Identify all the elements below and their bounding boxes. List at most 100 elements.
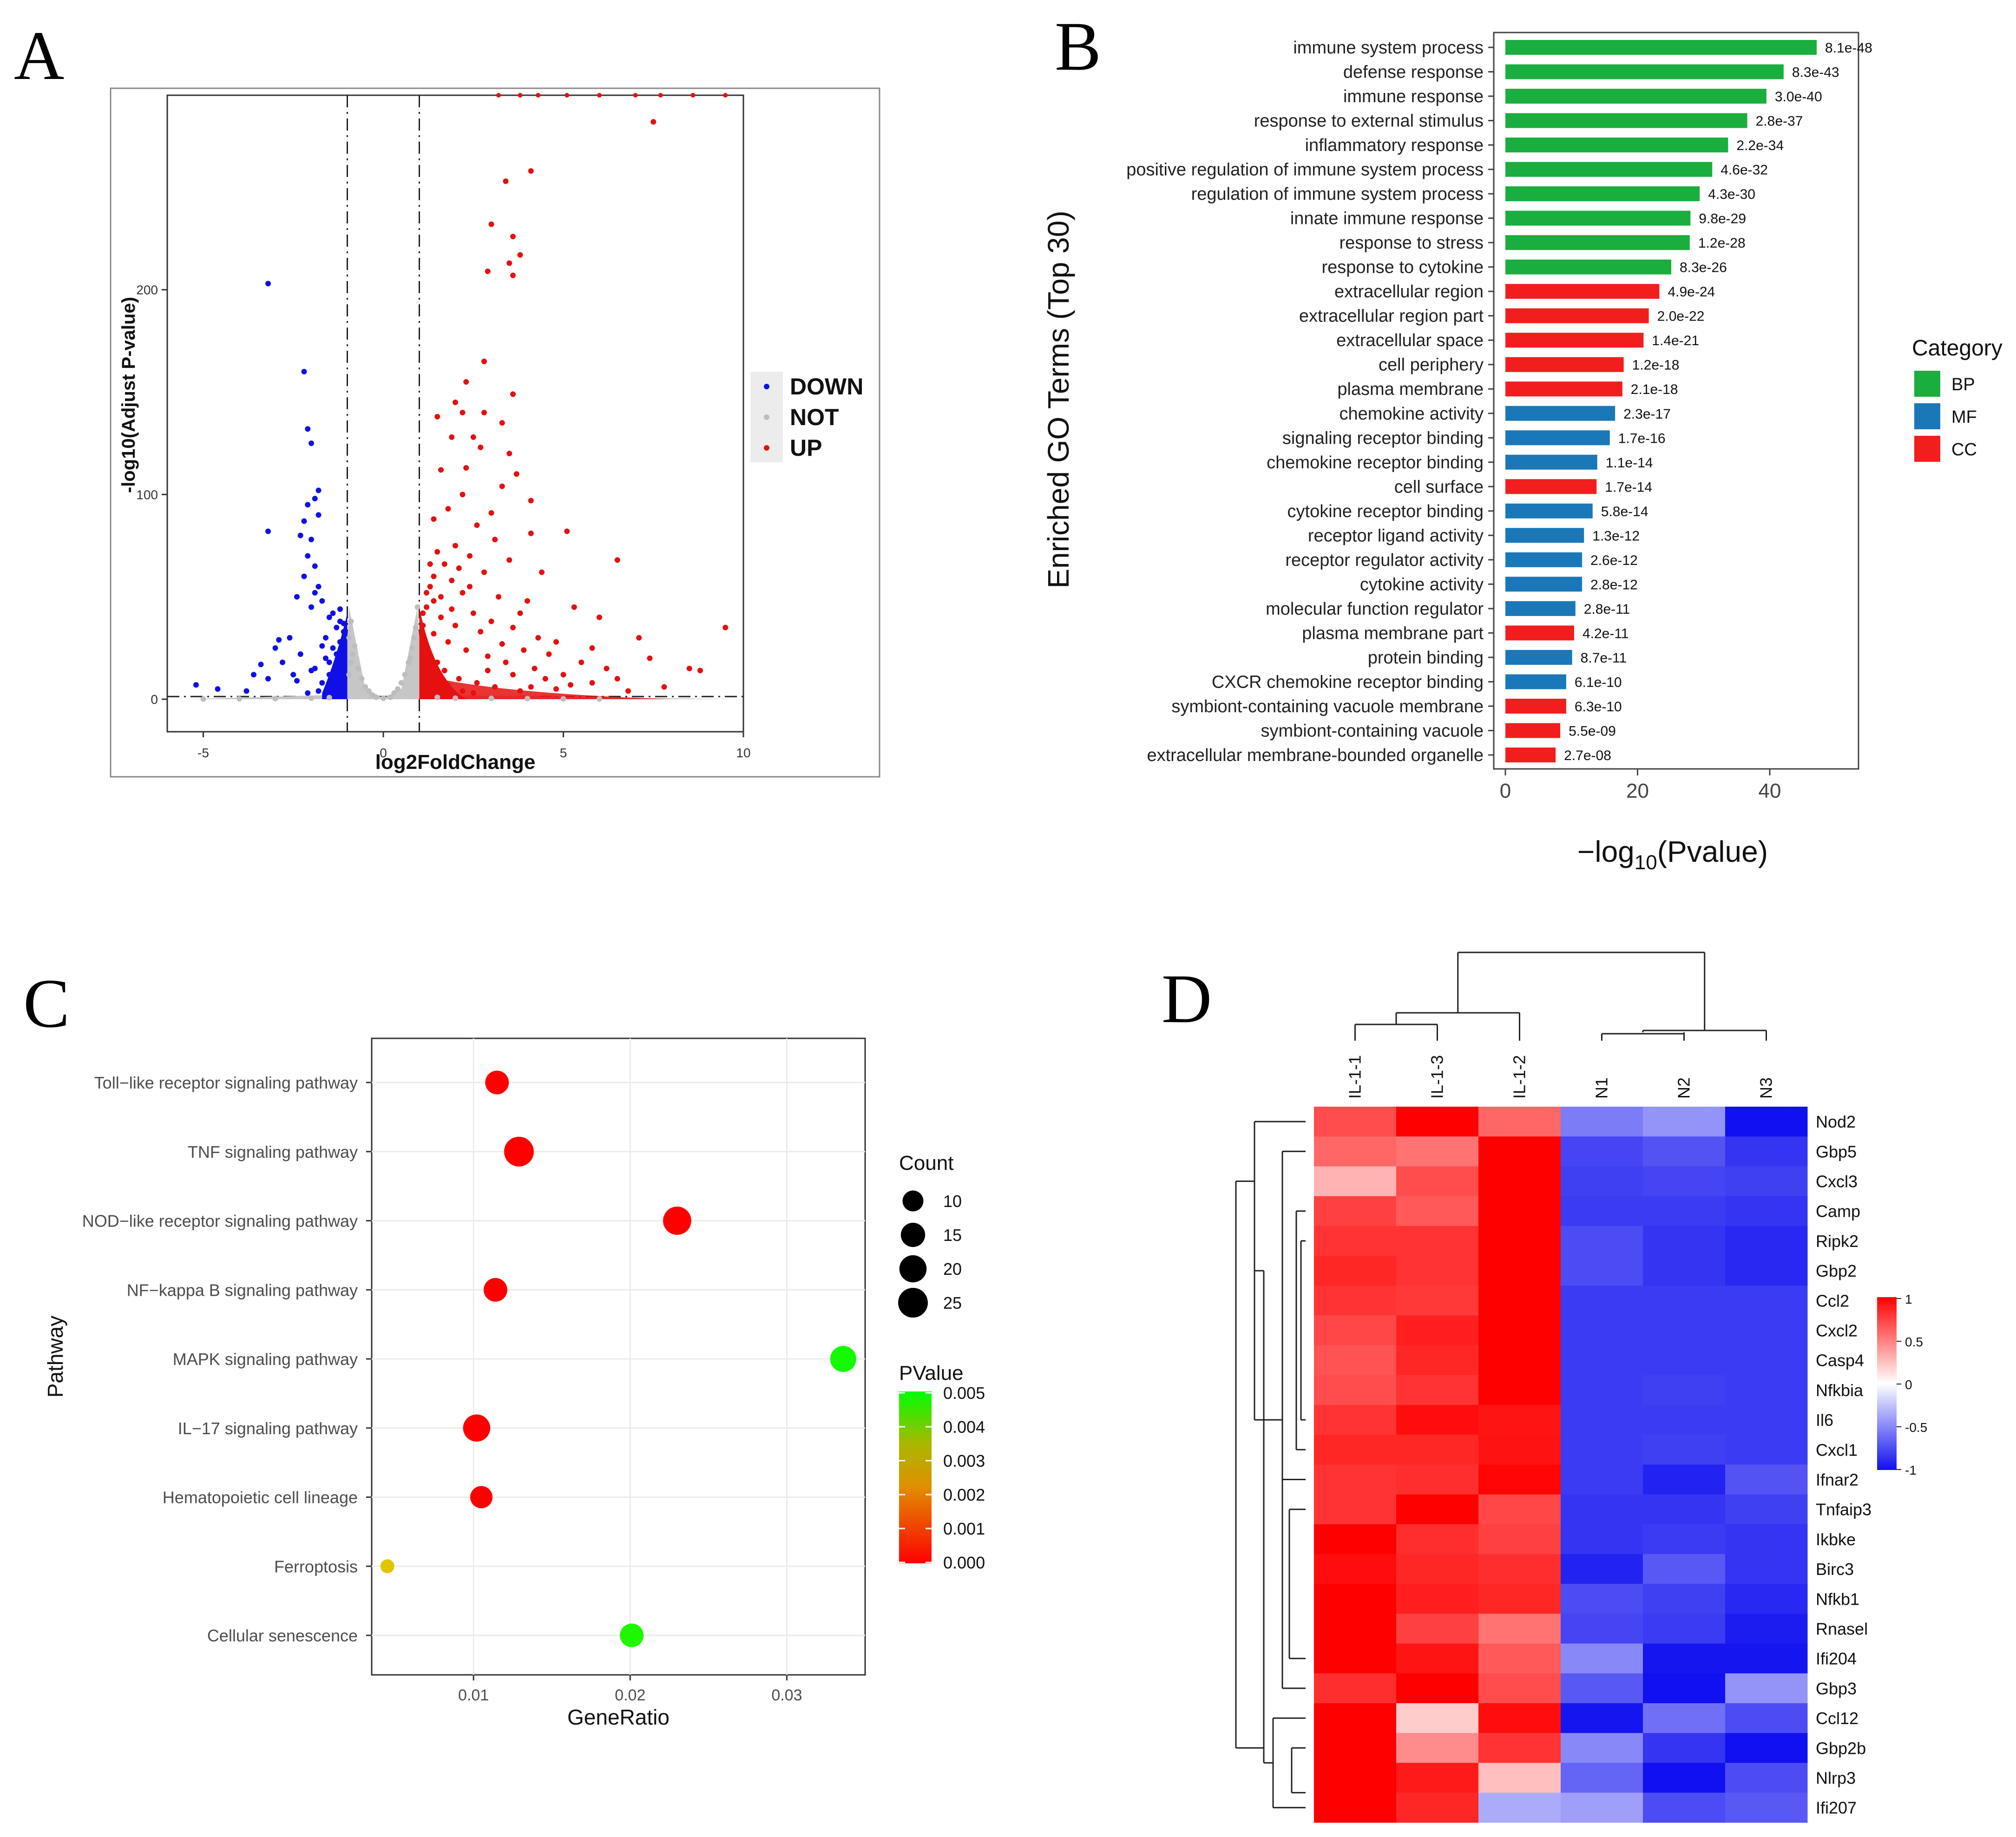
heatmap-cell (1561, 1136, 1643, 1167)
heatmap-colorbar-label: 0 (1905, 1378, 1912, 1392)
dotplot-x-tick-label: 0.01 (458, 1686, 489, 1704)
go-x-axis-label-prefix: −log (1577, 835, 1635, 868)
volcano-point-not (348, 659, 354, 665)
volcano-point-up (488, 618, 494, 624)
volcano-point-up (661, 684, 667, 690)
volcano-point-up (589, 680, 595, 686)
volcano-point-up (449, 577, 455, 584)
heatmap-cell (1478, 1196, 1561, 1227)
volcano-point-up (503, 659, 509, 665)
volcano-point-up (460, 492, 466, 498)
heatmap-row-label: Cxcl1 (1816, 1440, 1858, 1459)
heatmap-cell (1314, 1435, 1397, 1465)
volcano-point-up (650, 119, 657, 125)
go-term-label: chemokine receptor binding (1267, 453, 1484, 472)
go-term-label: cytokine receptor binding (1287, 502, 1484, 521)
volcano-point-up (431, 630, 437, 636)
volcano-point-up (499, 420, 505, 426)
go-term-label: defense response (1343, 63, 1484, 82)
heatmap-cell (1314, 1643, 1397, 1674)
volcano-point-not (402, 672, 408, 678)
go-bar-3 (1505, 113, 1747, 128)
volcano-point-up (470, 610, 476, 616)
heatmap-cell (1396, 1315, 1479, 1346)
heatmap-cell (1725, 1673, 1808, 1704)
dotplot-x-tick-label: 0.02 (615, 1686, 645, 1704)
heatmap-colorbar-label: -0.5 (1905, 1420, 1927, 1435)
volcano-point-down (315, 487, 322, 493)
volcano-point-up (528, 684, 534, 690)
go-x-axis-label: −log10(Pvalue) (1577, 835, 1768, 874)
volcano-x-tick-label: 10 (736, 746, 750, 760)
volcano-legend-label-up: UP (790, 435, 822, 461)
go-term-label: signaling receptor binding (1282, 428, 1484, 448)
volcano-point-down (315, 688, 322, 694)
volcano-point-clipped (723, 93, 728, 98)
volcano-point-up (481, 569, 487, 575)
volcano-point-not (352, 643, 357, 649)
heatmap-row-label: Ccl12 (1816, 1709, 1858, 1728)
volcano-point-up (597, 614, 602, 620)
volcano-point-up (553, 686, 559, 692)
volcano-point-up (474, 680, 480, 686)
volcano-point-down (297, 651, 303, 657)
heatmap-cell (1396, 1226, 1479, 1256)
volcano-point-up (499, 641, 505, 647)
heatmap-cell (1725, 1643, 1808, 1674)
heatmap-cell (1396, 1703, 1479, 1733)
volcano-point-down (330, 645, 336, 651)
go-bar-data-label: 6.3e-10 (1575, 699, 1622, 715)
heatmap-row-label: Ikbke (1816, 1530, 1856, 1549)
heatmap-cell (1396, 1107, 1479, 1137)
dotplot-x-axis-label: GeneRatio (567, 1705, 670, 1729)
volcano-point-not (398, 680, 404, 686)
heatmap-cell (1396, 1792, 1479, 1823)
volcano-point-up (460, 410, 466, 416)
heatmap-cell (1314, 1792, 1397, 1823)
heatmap-row-label: Rnasel (1816, 1620, 1868, 1639)
heatmap-cell (1561, 1107, 1643, 1137)
heatmap-row-label: Il6 (1816, 1411, 1833, 1430)
heatmap-cell (1725, 1226, 1808, 1256)
volcano-point-down (326, 659, 332, 665)
volcano-point-up (485, 268, 491, 274)
heatmap-row-label: Ifnar2 (1816, 1470, 1858, 1489)
volcano-point-not (381, 695, 386, 701)
go-bar-data-label: 2.8e-12 (1590, 577, 1638, 592)
heatmap-cell (1643, 1733, 1726, 1763)
heatmap-cell (1478, 1136, 1561, 1167)
volcano-point-up (614, 676, 620, 682)
heatmap-cell (1725, 1524, 1808, 1555)
go-bar-data-label: 2.8e-37 (1756, 114, 1803, 129)
go-plot-area (1493, 32, 1859, 770)
volcano-point-up (445, 506, 451, 512)
go-bar-data-label: 5.5e-09 (1569, 723, 1616, 739)
heatmap-cell (1478, 1345, 1561, 1376)
heatmap-cell (1478, 1733, 1561, 1763)
heatmap-cell (1478, 1763, 1561, 1793)
go-legend-swatch-bp (1914, 371, 1940, 397)
heatmap-cell (1314, 1375, 1397, 1405)
volcano-point-up (424, 665, 429, 671)
go-term-label: CXCR chemokine receptor binding (1212, 672, 1484, 692)
go-bar-data-label: 1.7e-16 (1618, 431, 1666, 446)
heatmap-cell (1643, 1464, 1726, 1495)
go-term-label: cell surface (1394, 477, 1484, 497)
volcano-point-down (265, 528, 271, 534)
volcano-point-down (265, 676, 271, 682)
volcano-point-down (272, 645, 278, 651)
volcano-point-up (445, 686, 451, 692)
heatmap-cell (1561, 1584, 1643, 1614)
go-term-label: extracellular region (1334, 282, 1484, 302)
volcano-point-down (319, 598, 325, 604)
heatmap-column-label: IL-1-3 (1428, 1055, 1447, 1099)
heatmap-cell (1725, 1107, 1808, 1137)
volcano-point-not (200, 696, 206, 702)
volcano-point-down (337, 639, 343, 645)
heatmap-cell (1478, 1286, 1561, 1316)
dotplot-size-legend-dot (900, 1222, 926, 1247)
heatmap-cell (1314, 1554, 1397, 1584)
dotplot-pathway-label: Ferroptosis (274, 1557, 358, 1576)
volcano-point-down (312, 496, 318, 502)
go-bar-20 (1505, 528, 1584, 543)
